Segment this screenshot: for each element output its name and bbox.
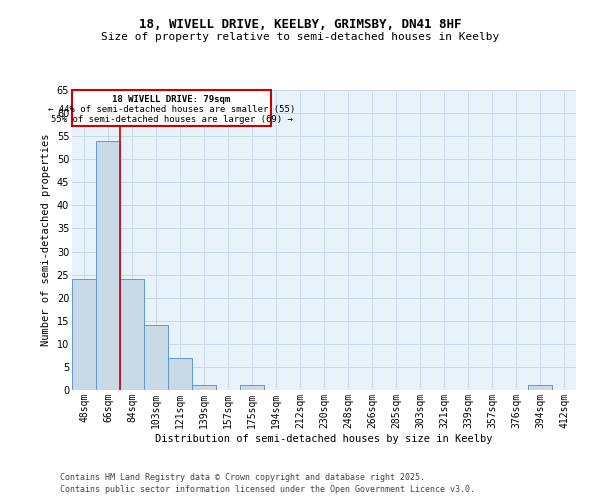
X-axis label: Distribution of semi-detached houses by size in Keelby: Distribution of semi-detached houses by … (155, 434, 493, 444)
Text: 18 WIVELL DRIVE: 79sqm: 18 WIVELL DRIVE: 79sqm (112, 94, 231, 104)
Text: 55% of semi-detached houses are larger (69) →: 55% of semi-detached houses are larger (… (50, 116, 293, 124)
Bar (72, 90, 271, 126)
Bar (240, 386, 264, 390)
Bar (144, 326, 168, 390)
Bar (120, 279, 144, 390)
Bar (96, 141, 120, 390)
Text: 18, WIVELL DRIVE, KEELBY, GRIMSBY, DN41 8HF: 18, WIVELL DRIVE, KEELBY, GRIMSBY, DN41 … (139, 18, 461, 30)
Bar (72, 279, 96, 390)
Bar (168, 358, 192, 390)
Text: Contains public sector information licensed under the Open Government Licence v3: Contains public sector information licen… (60, 485, 475, 494)
Y-axis label: Number of semi-detached properties: Number of semi-detached properties (41, 134, 51, 346)
Text: Size of property relative to semi-detached houses in Keelby: Size of property relative to semi-detach… (101, 32, 499, 42)
Bar (192, 386, 216, 390)
Bar (528, 386, 552, 390)
Text: ← 44% of semi-detached houses are smaller (55): ← 44% of semi-detached houses are smalle… (48, 105, 295, 114)
Text: Contains HM Land Registry data © Crown copyright and database right 2025.: Contains HM Land Registry data © Crown c… (60, 472, 425, 482)
